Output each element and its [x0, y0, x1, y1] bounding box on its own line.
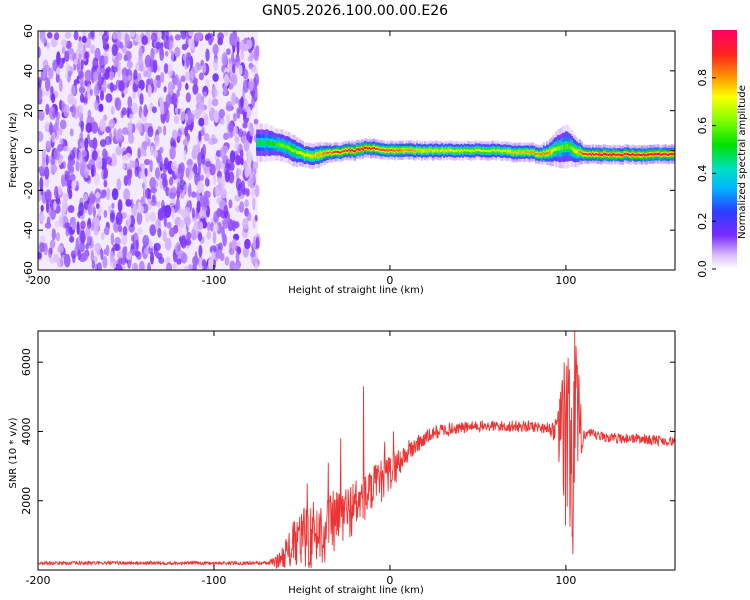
y-tick-label: -40 [22, 221, 35, 239]
spectrogram-x-ticks: -200 -100 0 100 [26, 31, 576, 287]
snr-frame [37, 330, 676, 571]
snr-x-ticks: -200 -100 0 100 [26, 331, 576, 587]
spectrogram-y-ticks: -60 -40 -20 0 20 40 60 [22, 24, 675, 279]
x-tick-label: 0 [386, 274, 393, 287]
y-tick-label: 4000 [20, 417, 33, 445]
colorbar-tick-label: 0.4 [696, 165, 709, 183]
y-tick-label: 60 [22, 24, 35, 38]
colorbar-tick-label: 0.8 [696, 69, 709, 87]
y-tick-label: -20 [22, 181, 35, 199]
x-tick-label: 100 [555, 574, 576, 587]
y-tick-label: 20 [22, 104, 35, 118]
colorbar: 0.0 0.2 0.4 0.6 0.8 Normalized spectral ampl… [696, 30, 748, 278]
colorbar-ticks: 0.0 0.2 0.4 0.6 0.8 [696, 69, 716, 278]
snr-y-ticks: 2000 4000 6000 [20, 348, 675, 515]
y-tick-label: 6000 [20, 348, 33, 376]
y-tick-label: 40 [22, 64, 35, 78]
spectrogram-x-label: Height of straight line (km) [288, 285, 424, 296]
spectrogram-noise-region [38, 31, 261, 270]
spectrogram-y-label: Frequency (Hz) [8, 112, 19, 188]
chart-title: GN05.2026.100.00.00.E26 [262, 3, 448, 19]
colorbar-label: Normalized spectral amplitude [737, 85, 748, 239]
colorbar-tick-label: 0.6 [696, 117, 709, 135]
x-tick-label: 100 [555, 274, 576, 287]
x-tick-label: 0 [386, 574, 393, 587]
x-tick-label: -100 [201, 274, 226, 287]
colorbar-tick-label: 0.2 [696, 212, 709, 230]
y-tick-label: 2000 [20, 487, 33, 515]
snr-x-label: Height of straight line (km) [288, 585, 424, 596]
y-tick-label: 0 [22, 147, 35, 154]
snr-series-line [38, 331, 675, 570]
y-tick-label: -60 [22, 261, 35, 279]
x-tick-label: -100 [201, 574, 226, 587]
snr-content [38, 331, 675, 570]
spectrogram-ridge [256, 123, 675, 170]
x-tick-label: -200 [26, 574, 51, 587]
colorbar-tick-label: 0.0 [696, 260, 709, 278]
snr-y-label: SNR (10 * v/v) [8, 417, 19, 488]
x-tick-label: -200 [26, 274, 51, 287]
snr-panel: -200 -100 0 100 2000 4000 6000 Height of stra… [8, 330, 676, 596]
spectrogram-content [38, 31, 675, 270]
colorbar-gradient [712, 30, 737, 269]
